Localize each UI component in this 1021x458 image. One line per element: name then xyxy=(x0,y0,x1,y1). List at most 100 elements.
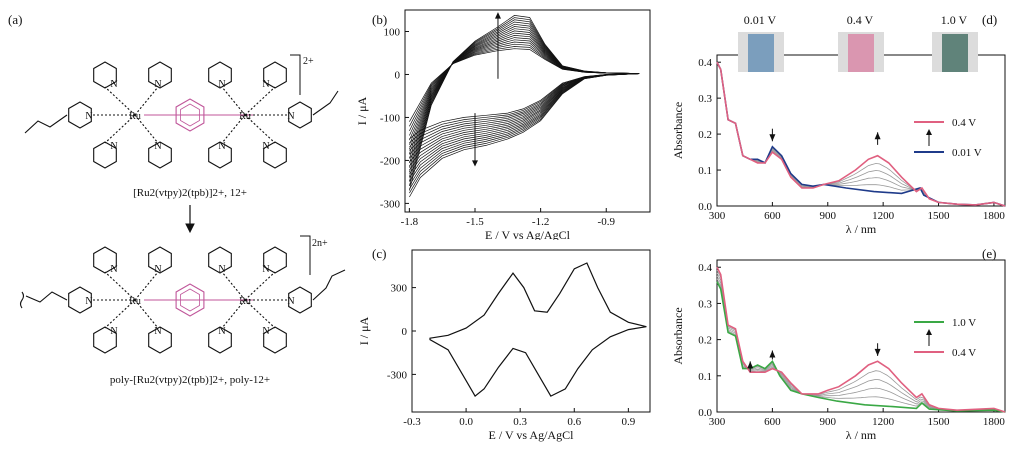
pyridine-ring xyxy=(288,101,312,129)
x-tick-label: 300 xyxy=(709,210,726,222)
coordination-bond xyxy=(104,271,136,301)
benzene-inner xyxy=(180,103,200,127)
nitrogen-atom: N xyxy=(110,79,117,90)
x-tick-label: -1.5 xyxy=(466,216,484,228)
x-tick-label: 1800 xyxy=(983,210,1006,222)
pyridine-ring xyxy=(93,246,117,274)
y-tick-label: 0.4 xyxy=(698,262,712,274)
coordination-bond xyxy=(134,86,159,116)
panel-a: (a) Ru Ru N N N N N N N N N N 2+ [Ru2(vtpy)2(tpb)]2… xyxy=(0,0,350,453)
coordination-bond xyxy=(134,114,159,144)
x-tick-label: 600 xyxy=(764,416,781,428)
pyridine-ring xyxy=(68,286,92,314)
change-arrowhead xyxy=(769,134,776,142)
coordination-bond xyxy=(134,299,159,329)
pyridine-ring xyxy=(263,326,287,354)
wavy-bond xyxy=(19,291,25,309)
nitrogen-atom: N xyxy=(218,326,225,337)
x-tick-label: 1500 xyxy=(928,416,951,428)
vial-label-3: 1.0 V xyxy=(941,13,968,27)
pyridine-ring xyxy=(208,61,232,89)
x-tick-label: 0.9 xyxy=(621,416,635,428)
y-axis-title: I / μA xyxy=(355,96,369,125)
change-arrowhead xyxy=(747,361,754,369)
panel-b: -1.8 -1.5 -1.2 -0.9 100 0 -100 -200 -300 E / V vs… xyxy=(350,0,660,242)
cv-cycle-10 xyxy=(409,28,640,174)
cv-cycle-16 xyxy=(409,15,640,198)
cv-cycle-9 xyxy=(409,30,640,171)
panel-label: (c) xyxy=(372,246,386,261)
x-tick-label: 600 xyxy=(764,210,781,222)
pyridine-ring xyxy=(148,246,172,274)
panel-a-label: (a) xyxy=(8,12,22,27)
nitrogen-atom: N xyxy=(287,111,294,122)
vinyl-group xyxy=(312,90,339,116)
intermediate-spectrum-4 xyxy=(716,62,1006,207)
cv-curve xyxy=(429,262,647,398)
cv-cycle-15 xyxy=(409,17,640,194)
intermediate-spectrum-3 xyxy=(716,62,1006,207)
cv-cycle-5 xyxy=(409,39,640,155)
y-tick-label: -200 xyxy=(380,155,401,167)
x-tick-label: -1.2 xyxy=(532,216,549,228)
polymer-caption: poly-[Ru2(vtpy)2(tpb)]2+, poly-12+ xyxy=(110,374,270,386)
vial-1 xyxy=(748,34,774,72)
y-tick-label: 0.0 xyxy=(698,407,712,419)
y-tick-label: 0 xyxy=(402,326,408,338)
x-axis-title: E / V vs Ag/AgCl xyxy=(485,228,571,240)
intermediate-spectrum-1 xyxy=(716,278,1006,413)
pyridine-ring xyxy=(263,141,287,169)
y-tick-label: 0.3 xyxy=(698,298,712,310)
coordination-bond xyxy=(104,114,136,144)
spectrum-1-0-V xyxy=(716,281,1006,413)
y-tick-label: 0.0 xyxy=(698,201,712,213)
panel-d: 300 600 900 1200 1500 1800 0.0 0.1 0.2 0.3 0.4 λ / … xyxy=(660,0,1021,240)
coordination-bond xyxy=(244,114,276,144)
nitrogen-atom: N xyxy=(110,141,117,152)
plot-frame xyxy=(716,54,1006,207)
chart-e: 300 600 900 1200 1500 1800 0.0 0.1 0.2 0.3 0.4 λ / … xyxy=(671,246,1006,442)
polymer-structure: Ru Ru N N N N N N N N N N xyxy=(19,246,346,354)
nitrogen-atom: N xyxy=(154,141,161,152)
y-axis-title: Absorbance xyxy=(671,102,685,159)
plot-frame xyxy=(716,259,1006,413)
growth-arrowhead-down xyxy=(472,160,478,167)
coordination-bond xyxy=(221,114,246,144)
x-axis-title: λ / nm xyxy=(846,428,877,442)
vial-label-2: 0.4 V xyxy=(847,13,874,27)
intermediate-spectrum-2 xyxy=(716,62,1006,207)
y-tick-label: -300 xyxy=(380,198,401,210)
y-tick-label: 0.2 xyxy=(698,129,712,141)
chart-b: -1.8 -1.5 -1.2 -0.9 100 0 -100 -200 -300 E / V vs… xyxy=(355,9,651,242)
coordination-bond xyxy=(221,299,246,329)
legend-arrowhead xyxy=(926,129,932,135)
coordination-bond xyxy=(244,299,276,329)
y-tick-label: 0.4 xyxy=(698,57,712,69)
plot-frame xyxy=(404,9,651,213)
pyridine-ring xyxy=(93,61,117,89)
panel-a-structures: (a) Ru Ru N N N N N N N N N N 2+ [Ru2(vtpy)2(tpb)]2… xyxy=(8,12,346,386)
y-tick-label: 0.1 xyxy=(698,165,712,177)
x-tick-label: 900 xyxy=(820,416,837,428)
benzene-inner xyxy=(180,288,200,312)
nitrogen-atom: N xyxy=(218,141,225,152)
y-tick-label: 300 xyxy=(391,283,408,295)
nitrogen-atom: N xyxy=(85,296,92,307)
cv-cycle-6 xyxy=(409,37,640,159)
x-tick-label: -0.3 xyxy=(403,416,421,428)
x-tick-label: 1200 xyxy=(872,210,895,222)
chart-d: 300 600 900 1200 1500 1800 0.0 0.1 0.2 0.3 0.4 λ / … xyxy=(671,12,1006,236)
nitrogen-atom: N xyxy=(262,326,269,337)
coordination-bond xyxy=(221,86,246,116)
nitrogen-atom: N xyxy=(154,264,161,275)
nitrogen-atom: N xyxy=(218,264,225,275)
spectrum-0-4-V xyxy=(716,61,1006,207)
y-tick-label: -300 xyxy=(387,369,408,381)
benzene-ring xyxy=(175,283,205,317)
panel-c: -0.3 0.0 0.3 0.6 0.9 300 0 -300 E / V vs Ag/AgCl… xyxy=(350,240,660,453)
monomer-structure: Ru Ru N N N N N N N N N N xyxy=(24,61,339,169)
monomer-caption: [Ru2(vtpy)2(tpb)]2+, 12+ xyxy=(133,187,247,199)
intermediate-spectrum-2 xyxy=(716,275,1006,413)
ru-atom-1: Ru xyxy=(129,296,141,307)
cv-cycle-8 xyxy=(409,32,640,167)
